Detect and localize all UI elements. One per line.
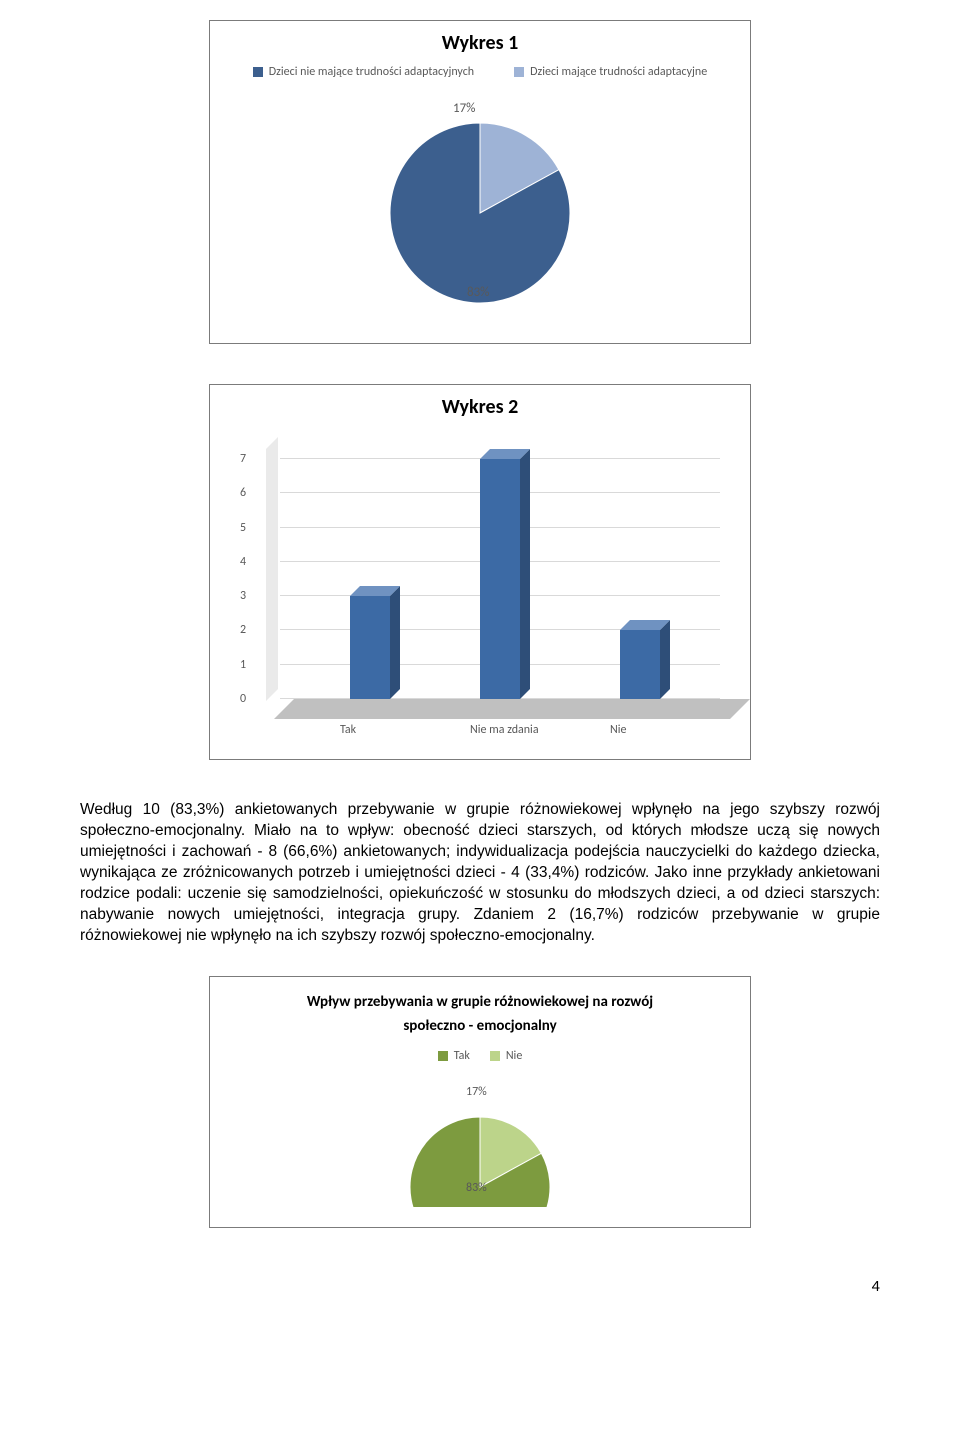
legend-label: Dzieci mające trudności adaptacyjne	[530, 65, 707, 79]
chart-1-title: Wykres 1	[220, 31, 740, 55]
chart-3-legend-item: Nie	[490, 1049, 522, 1063]
chart-2-plot: 01234567TakNie ma zdaniaNie	[260, 449, 720, 729]
chart-2-title: Wykres 2	[220, 395, 740, 419]
legend-swatch	[438, 1051, 448, 1061]
chart-3-title-line1: Wpływ przebywania w grupie różnowiekowej…	[220, 993, 740, 1011]
page-number: 4	[80, 1278, 880, 1295]
chart-2: Wykres 2 01234567TakNie ma zdaniaNie	[209, 384, 751, 760]
chart-1-pie: 17% 83%	[365, 93, 595, 323]
legend-label: Dzieci nie mające trudności adaptacyjnyc…	[269, 65, 474, 79]
chart-1: Wykres 1 Dzieci nie mające trudności ada…	[209, 20, 751, 344]
pie-slice-label: 17%	[453, 101, 475, 116]
legend-label: Tak	[454, 1049, 470, 1063]
chart-3-pie: 17% 83%	[390, 1077, 570, 1207]
pie-slice-label: 83%	[467, 285, 489, 300]
chart-3-legend-item: Tak	[438, 1049, 470, 1063]
legend-swatch	[490, 1051, 500, 1061]
chart-3-legend: Tak Nie	[220, 1049, 740, 1063]
legend-swatch	[514, 67, 524, 77]
chart-1-legend-item: Dzieci nie mające trudności adaptacyjnyc…	[253, 65, 474, 79]
chart-1-legend-item: Dzieci mające trudności adaptacyjne	[514, 65, 707, 79]
chart-3: Wpływ przebywania w grupie różnowiekowej…	[209, 976, 751, 1228]
pie-slice-label: 83%	[466, 1181, 487, 1195]
chart-1-legend: Dzieci nie mające trudności adaptacyjnyc…	[220, 65, 740, 79]
legend-label: Nie	[506, 1049, 522, 1063]
legend-swatch	[253, 67, 263, 77]
pie-slice-label: 17%	[466, 1085, 487, 1099]
body-paragraph: Według 10 (83,3%) ankietowanych przebywa…	[80, 800, 880, 946]
chart-3-title-line2: społeczno - emocjonalny	[220, 1017, 740, 1035]
